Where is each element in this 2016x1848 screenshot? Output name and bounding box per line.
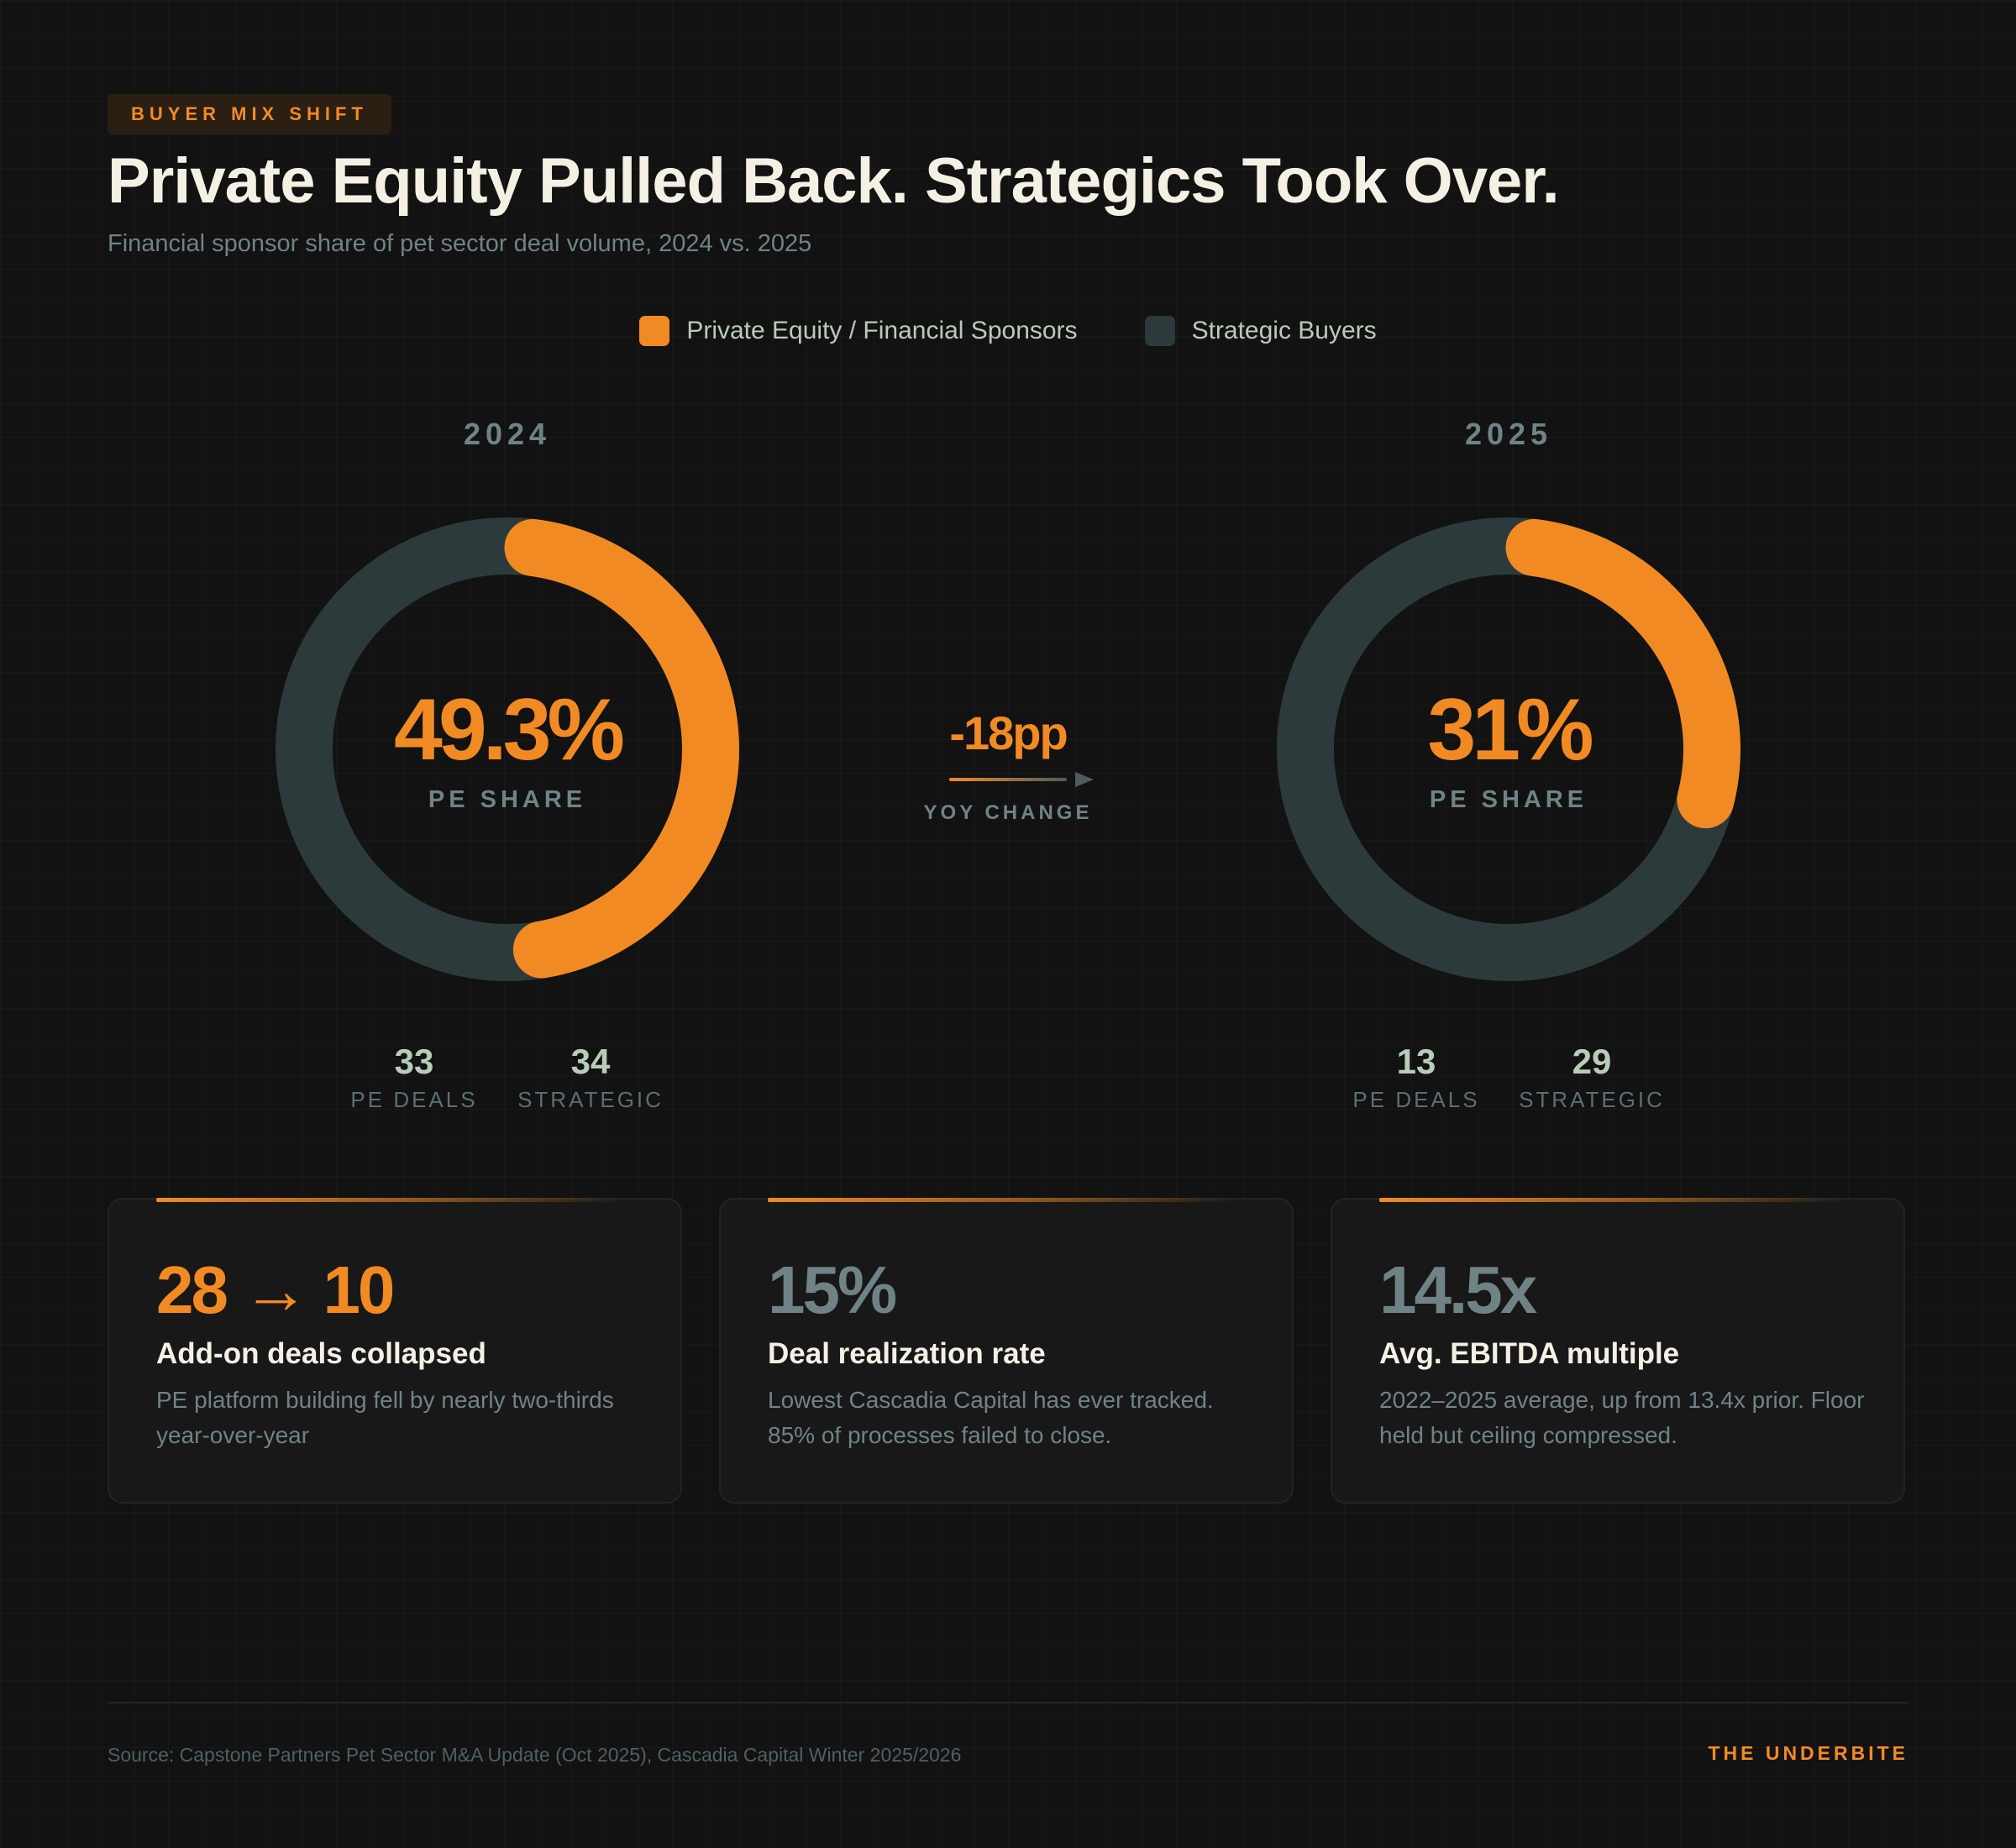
card-description: 2022–2025 average, up from 13.4x prior. … <box>1379 1387 1865 1448</box>
pe-deals-count-2025: 13 <box>1396 1042 1436 1081</box>
pe-deals-label-2025: PE DEALS <box>1352 1087 1480 1112</box>
page-title: Private Equity Pulled Back. Strategics T… <box>108 145 1560 217</box>
donut-pe-segment-2024 <box>276 517 739 981</box>
card-heading: Avg. EBITDA multiple <box>1379 1337 1680 1370</box>
card-value: 14.5x <box>1379 1252 1537 1327</box>
legend-item-pe: Private Equity / Financial Sponsors <box>639 316 1078 346</box>
section-tag: BUYER MIX SHIFT <box>108 94 391 134</box>
card-heading: Add-on deals collapsed <box>156 1337 486 1370</box>
source-note: Source: Capstone Partners Pet Sector M&A… <box>108 1744 962 1766</box>
strategic-deals-label-2025: STRATEGIC <box>1519 1087 1665 1112</box>
donut-chart-2025 <box>1277 517 1740 981</box>
legend-swatch-pe <box>639 316 670 346</box>
year-label-2024: 2024 <box>463 417 552 451</box>
yoy-change-value: -18pp <box>949 706 1068 759</box>
footer-divider <box>108 1702 1908 1704</box>
stat-card-addon-deals: 28 → 10 Add-on deals collapsed PE platfo… <box>108 1198 682 1504</box>
stat-card-realization-rate: 15% Deal realization rate Lowest Cascadi… <box>719 1198 1294 1504</box>
pe-share-value-2025: 31% <box>1427 681 1593 779</box>
strategic-deals-label-2024: STRATEGIC <box>517 1087 664 1112</box>
card-value: 15% <box>768 1252 897 1327</box>
arrow-right-icon <box>949 772 1094 787</box>
brand-mark: THE UNDERBITE <box>1708 1742 1908 1764</box>
yoy-change-label: YOY CHANGE <box>923 801 1093 824</box>
pe-share-value-2024: 49.3% <box>394 681 625 779</box>
donut-pe-segment-2025 <box>1277 517 1740 981</box>
strategic-deals-2025: 29 STRATEGIC <box>1508 1042 1676 1113</box>
strategic-deals-2024: 34 STRATEGIC <box>507 1042 675 1113</box>
card-description: PE platform building fell by nearly two-… <box>156 1387 614 1448</box>
card-accent-bar <box>156 1198 627 1202</box>
legend-label-strategic: Strategic Buyers <box>1191 317 1377 344</box>
chart-legend: Private Equity / Financial Sponsors Stra… <box>0 316 2016 346</box>
card-description: Lowest Cascadia Capital has ever tracked… <box>768 1387 1214 1448</box>
pe-deals-2024: 33 PE DEALS <box>330 1042 498 1113</box>
pe-deals-2025: 13 PE DEALS <box>1332 1042 1500 1113</box>
card-value: 28 → 10 <box>156 1252 395 1327</box>
pe-deals-label-2024: PE DEALS <box>350 1087 478 1112</box>
card-accent-bar <box>768 1198 1238 1202</box>
legend-item-strategic: Strategic Buyers <box>1144 316 1377 346</box>
pe-share-label-2024: PE SHARE <box>428 786 587 813</box>
strategic-deals-count-2024: 34 <box>570 1042 611 1081</box>
donut-chart-2024 <box>276 517 739 981</box>
strategic-deals-count-2025: 29 <box>1572 1042 1612 1081</box>
year-label-2025: 2025 <box>1464 417 1553 451</box>
card-heading: Deal realization rate <box>768 1337 1046 1370</box>
card-accent-bar <box>1379 1198 1850 1202</box>
stat-card-ebitda-multiple: 14.5x Avg. EBITDA multiple 2022–2025 ave… <box>1331 1198 1905 1504</box>
pe-share-label-2025: PE SHARE <box>1429 786 1588 813</box>
pe-deals-count-2024: 33 <box>394 1042 434 1081</box>
legend-swatch-strategic <box>1144 316 1175 346</box>
page-subtitle: Financial sponsor share of pet sector de… <box>108 230 812 257</box>
legend-label-pe: Private Equity / Financial Sponsors <box>686 317 1078 344</box>
